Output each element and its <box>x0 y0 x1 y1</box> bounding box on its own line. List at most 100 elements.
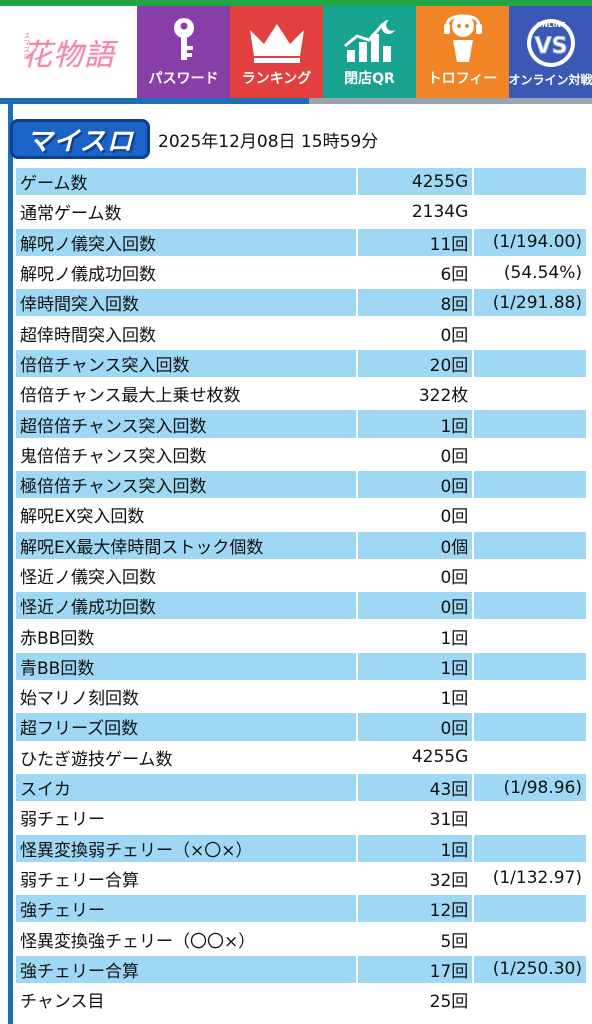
nav-online-battle-button[interactable]: ONLINE VS オンライン対戦 <box>509 6 592 98</box>
nav-closing-qr-button[interactable]: 閉店QR <box>323 6 416 98</box>
stats-row: 超倍倍チャンス突入回数 1回 <box>16 410 586 438</box>
stats-row: 青BB回数 1回 <box>16 652 586 681</box>
stat-ratio <box>474 895 586 923</box>
stats-row: 始マリノ刻回数 1回 <box>16 683 586 711</box>
stats-row: 通常ゲーム数 2134G <box>16 198 586 226</box>
game-logo[interactable]: スマスロ 花物語 <box>0 6 137 98</box>
stats-row: 弱チェリー合算 32回 (1/132.97) <box>16 864 586 893</box>
stat-ratio <box>474 470 586 499</box>
stats-row: 倍倍チャンス突入回数 20回 <box>16 349 586 378</box>
stat-ratio <box>474 652 586 681</box>
stats-row: 解呪ノ儀成功回数 6回 (54.54%) <box>16 258 586 287</box>
stats-row: 倍倍チャンス最大上乗せ枚数 322枚 <box>16 380 586 408</box>
stats-row: 解呪ノ儀突入回数 11回 (1/194.00) <box>16 228 586 256</box>
stat-label: 始マリノ刻回数 <box>16 683 357 711</box>
stat-label: 弱チェリー合算 <box>16 864 357 893</box>
nav-online-battle-label: オンライン対戦 <box>509 73 592 87</box>
stat-ratio <box>474 168 586 196</box>
stats-row: 怪異変換弱チェリー（×〇×） 1回 <box>16 834 586 862</box>
stat-ratio <box>474 804 586 832</box>
stat-value: 8回 <box>358 289 473 317</box>
stat-value: 17回 <box>358 955 473 984</box>
stat-ratio <box>474 925 586 953</box>
stat-value: 43回 <box>358 773 473 802</box>
stat-label: 超フリーズ回数 <box>16 713 357 741</box>
stat-value: 0回 <box>358 713 473 741</box>
stat-value: 6回 <box>358 258 473 287</box>
stats-row: 極倍倍チャンス突入回数 0回 <box>16 470 586 499</box>
vs-icon: ONLINE VS <box>526 19 575 67</box>
stat-label: スイカ <box>16 773 357 802</box>
stats-row: ひたぎ遊技ゲーム数 4255G <box>16 743 586 771</box>
stat-ratio: (1/250.30) <box>474 955 586 984</box>
stat-label: 通常ゲーム数 <box>16 198 357 226</box>
stat-value: 322枚 <box>358 380 473 408</box>
stat-value: 12回 <box>358 895 473 923</box>
stat-value: 0個 <box>358 531 473 559</box>
stat-label: 解呪ノ儀突入回数 <box>16 228 357 256</box>
stat-value: 20回 <box>358 349 473 378</box>
crown-icon <box>249 24 304 63</box>
stat-value: 0回 <box>358 592 473 620</box>
stat-label: 倍倍チャンス最大上乗せ枚数 <box>16 380 357 408</box>
stats-row: 赤BB回数 1回 <box>16 622 586 650</box>
stats-row: 強チェリー合算 17回 (1/250.30) <box>16 955 586 984</box>
stat-value: 1回 <box>358 652 473 681</box>
stat-ratio <box>474 713 586 741</box>
stat-value: 0回 <box>358 561 473 590</box>
stat-label: 強チェリー <box>16 895 357 923</box>
stat-label: 解呪EX最大倖時間ストック個数 <box>16 531 357 559</box>
stat-ratio <box>474 501 586 529</box>
stats-table: ゲーム数 4255G 通常ゲーム数 2134G 解呪ノ儀突入回数 11回 (1/194.00… <box>14 165 588 1016</box>
nav-ranking-label: ランキング <box>241 71 312 87</box>
stat-ratio <box>474 743 586 771</box>
stat-value: 1回 <box>358 683 473 711</box>
stat-value: 1回 <box>358 410 473 438</box>
stat-label: 怪近ノ儀成功回数 <box>16 592 357 620</box>
stat-ratio: (1/132.97) <box>474 864 586 893</box>
stat-label: 強チェリー合算 <box>16 955 357 984</box>
nav-trophy-button[interactable]: トロフィー <box>416 6 509 98</box>
svg-text:VS: VS <box>534 34 567 59</box>
nav-trophy-label: トロフィー <box>427 71 498 87</box>
stat-label: 怪異変換強チェリー（〇〇×） <box>16 925 357 953</box>
stat-ratio: (1/194.00) <box>474 228 586 256</box>
stat-ratio <box>474 592 586 620</box>
stats-row: 強チェリー 12回 <box>16 895 586 923</box>
nav-password-button[interactable]: パスワード <box>137 6 230 98</box>
stats-row: 怪近ノ儀成功回数 0回 <box>16 592 586 620</box>
nav-ranking-button[interactable]: ランキング <box>230 6 323 98</box>
stats-row: 鬼倍倍チャンス突入回数 0回 <box>16 440 586 468</box>
stat-value: 1回 <box>358 834 473 862</box>
stats-row: 解呪EX突入回数 0回 <box>16 501 586 529</box>
stat-label: 解呪EX突入回数 <box>16 501 357 529</box>
stats-row: スイカ 43回 (1/98.96) <box>16 773 586 802</box>
stat-value: 0回 <box>358 470 473 499</box>
key-icon <box>173 18 194 60</box>
stat-label: ひたぎ遊技ゲーム数 <box>16 743 357 771</box>
nav-password-label: パスワード <box>148 71 219 87</box>
stat-label: 青BB回数 <box>16 652 357 681</box>
stat-value: 5回 <box>358 925 473 953</box>
stat-label: 超倖時間突入回数 <box>16 319 357 347</box>
stat-label: 解呪ノ儀成功回数 <box>16 258 357 287</box>
stat-label: 弱チェリー <box>16 804 357 832</box>
stat-value: 32回 <box>358 864 473 893</box>
nav-closing-qr-label: 閉店QR <box>344 71 395 87</box>
trophy-icon <box>443 14 482 62</box>
stats-row: 弱チェリー 31回 <box>16 804 586 832</box>
stat-ratio: (1/291.88) <box>474 289 586 317</box>
stat-value: 0回 <box>358 440 473 468</box>
stat-ratio <box>474 531 586 559</box>
stat-value: 11回 <box>358 228 473 256</box>
stat-ratio <box>474 380 586 408</box>
stat-value: 4255G <box>358 168 473 196</box>
stat-value: 0回 <box>358 501 473 529</box>
stats-row: 倖時間突入回数 8回 (1/291.88) <box>16 289 586 317</box>
stat-label: 倍倍チャンス突入回数 <box>16 349 357 378</box>
stats-row: 怪近ノ儀突入回数 0回 <box>16 561 586 590</box>
stat-ratio <box>474 683 586 711</box>
stat-value: 2134G <box>358 198 473 226</box>
chart-moon-icon <box>343 19 395 62</box>
stat-label: 超倍倍チャンス突入回数 <box>16 410 357 438</box>
